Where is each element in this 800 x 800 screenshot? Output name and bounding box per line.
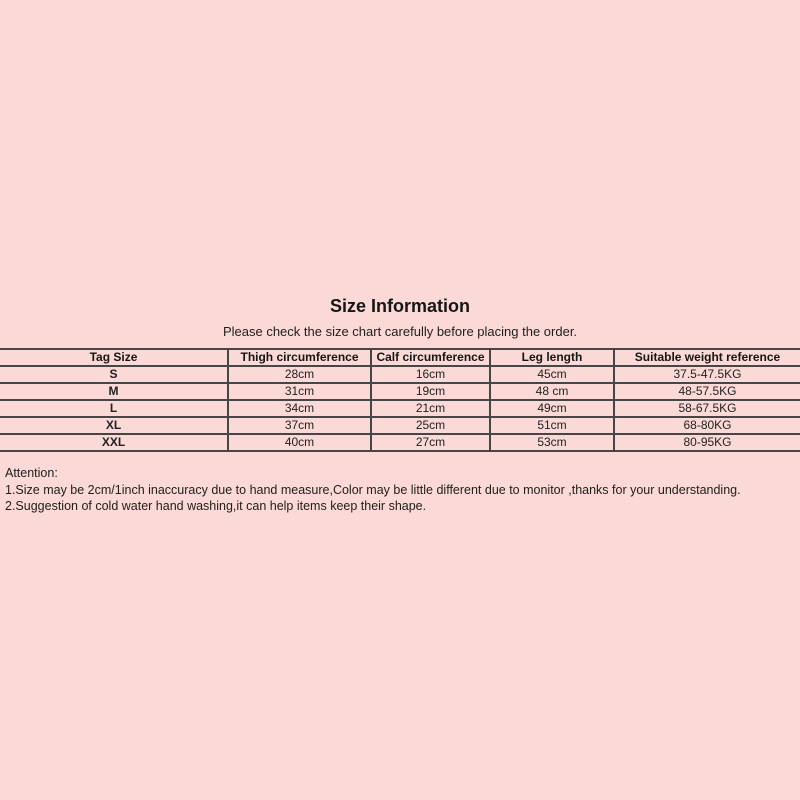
table-header-row: Tag Size Thigh circumference Calf circum… [0, 348, 800, 367]
table-cell-leg-length: 51cm [489, 416, 615, 435]
table-cell-calf-circumference: 21cm [370, 399, 491, 418]
table-row: XXL 40cm 27cm 53cm 80-95KG [0, 433, 800, 452]
page-subtitle: Please check the size chart carefully be… [222, 324, 578, 339]
column-header-thigh-circumference: Thigh circumference [227, 348, 372, 367]
table-row: S 28cm 16cm 45cm 37.5-47.5KG [0, 365, 800, 384]
table-cell-thigh-circumference: 31cm [227, 382, 372, 401]
table-cell-suitable-weight-reference: 37.5-47.5KG [613, 365, 800, 384]
table-cell-tag-size: XXL [0, 433, 229, 452]
table-cell-leg-length: 48 cm [489, 382, 615, 401]
attention-section: Attention: 1.Size may be 2cm/1inch inacc… [5, 465, 795, 515]
table-cell-tag-size: M [0, 382, 229, 401]
table-cell-calf-circumference: 16cm [370, 365, 491, 384]
table-cell-calf-circumference: 25cm [370, 416, 491, 435]
size-table-body: S 28cm 16cm 45cm 37.5-47.5KG M 31cm 19cm… [0, 365, 800, 452]
table-cell-leg-length: 49cm [489, 399, 615, 418]
table-cell-thigh-circumference: 28cm [227, 365, 372, 384]
table-row: M 31cm 19cm 48 cm 48-57.5KG [0, 382, 800, 401]
attention-line-2: 2.Suggestion of cold water hand washing,… [5, 499, 427, 513]
table-cell-tag-size: L [0, 399, 229, 418]
table-cell-thigh-circumference: 37cm [227, 416, 372, 435]
attention-line-1: 1.Size may be 2cm/1inch inaccuracy due t… [5, 482, 741, 497]
table-cell-suitable-weight-reference: 68-80KG [613, 416, 800, 435]
column-header-suitable-weight-reference: Suitable weight reference [613, 348, 800, 367]
page-title: Size Information [329, 296, 470, 316]
table-cell-suitable-weight-reference: 48-57.5KG [613, 382, 800, 401]
table-cell-thigh-circumference: 40cm [227, 433, 372, 452]
column-header-calf-circumference: Calf circumference [370, 348, 491, 367]
table-row: XL 37cm 25cm 51cm 68-80KG [0, 416, 800, 435]
table-cell-tag-size: XL [0, 416, 229, 435]
table-cell-calf-circumference: 27cm [370, 433, 491, 452]
column-header-leg-length: Leg length [489, 348, 615, 367]
column-header-tag-size: Tag Size [0, 348, 229, 367]
table-row: L 34cm 21cm 49cm 58-67.5KG [0, 399, 800, 418]
size-table-container: Tag Size Thigh circumference Calf circum… [0, 348, 800, 452]
table-cell-thigh-circumference: 34cm [227, 399, 372, 418]
attention-heading: Attention: [5, 466, 58, 480]
table-cell-leg-length: 53cm [489, 433, 615, 452]
size-table: Tag Size Thigh circumference Calf circum… [0, 348, 800, 452]
table-cell-tag-size: S [0, 365, 229, 384]
table-cell-leg-length: 45cm [489, 365, 615, 384]
table-cell-calf-circumference: 19cm [370, 382, 491, 401]
table-cell-suitable-weight-reference: 58-67.5KG [613, 399, 800, 418]
table-cell-suitable-weight-reference: 80-95KG [613, 433, 800, 452]
